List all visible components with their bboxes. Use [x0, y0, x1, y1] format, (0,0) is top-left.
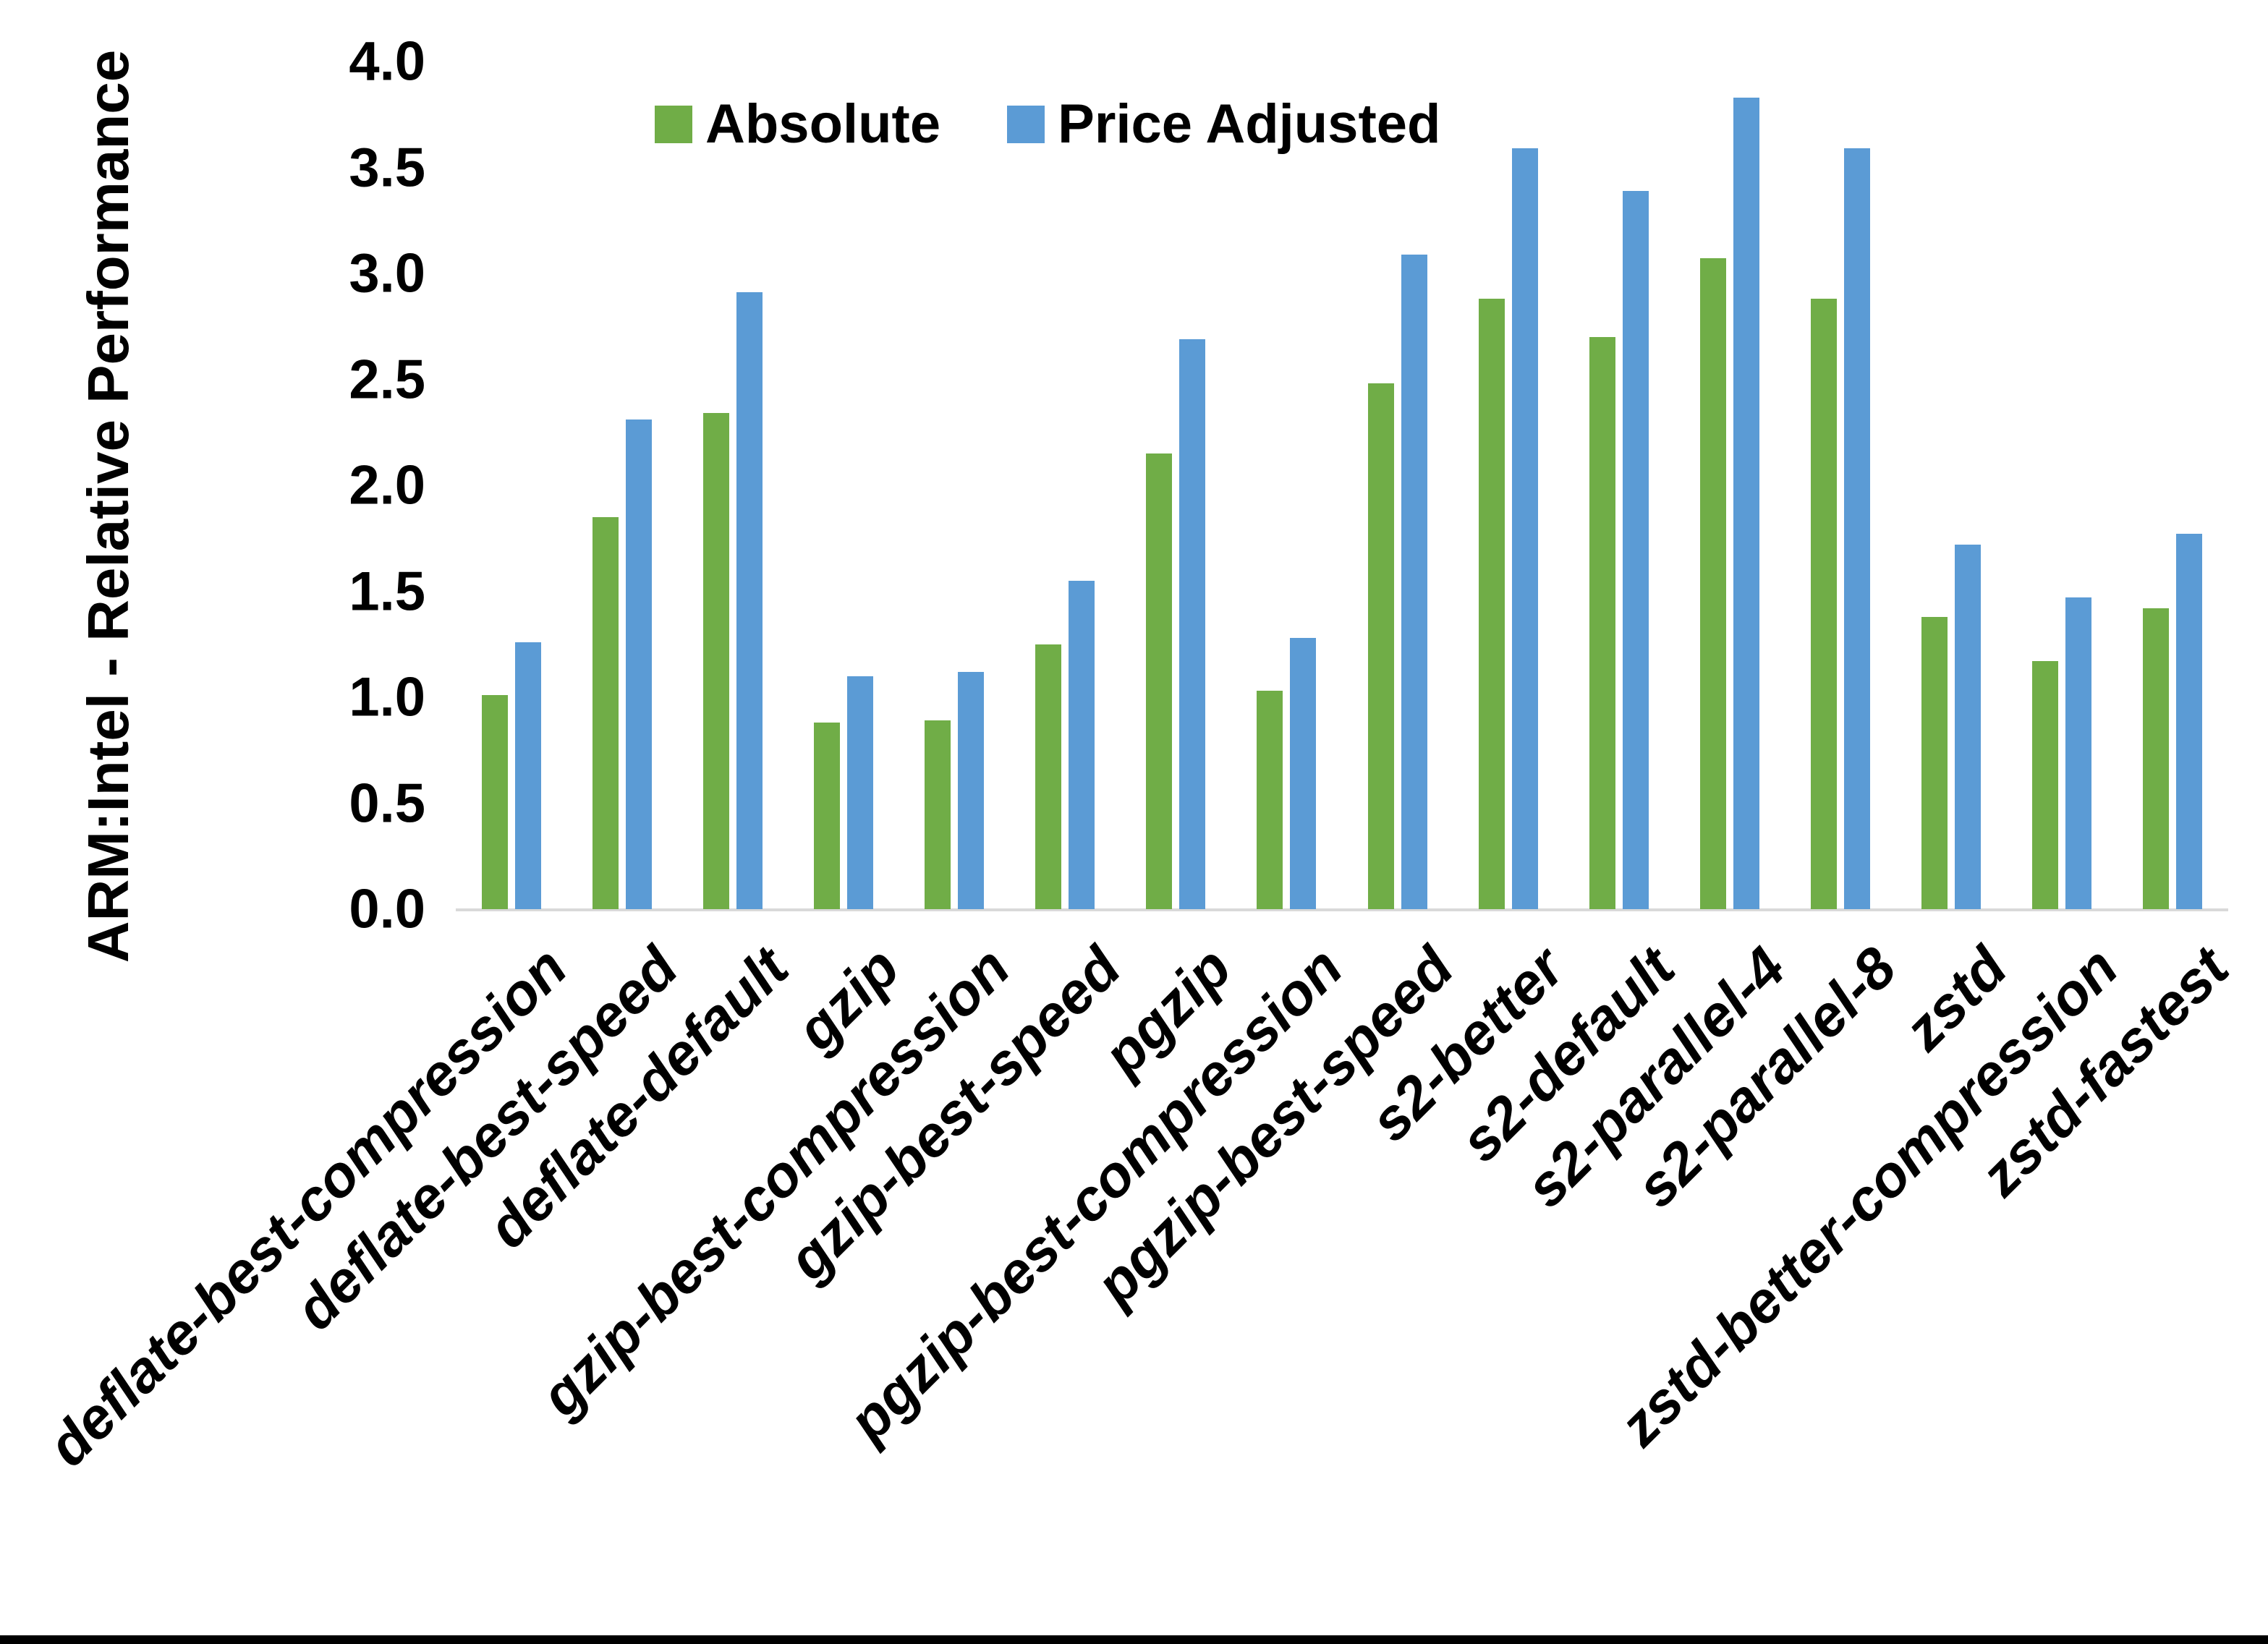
bar-s2-parallel-4-price-adjusted — [1733, 98, 1759, 909]
bar-zstd-fastest-price-adjusted — [2176, 534, 2203, 909]
y-tick-label: 2.5 — [349, 349, 425, 410]
y-tick-label: 4.0 — [349, 30, 425, 93]
bar-pgzip-best-compression-absolute — [1257, 691, 1283, 909]
y-tick-label: 0.5 — [349, 772, 425, 834]
bar-pgzip-best-speed-absolute — [1367, 383, 1394, 909]
bar-s2-default-absolute — [1589, 337, 1615, 909]
bar-deflate-default-price-adjusted — [736, 292, 763, 909]
bar-zstd-absolute — [1921, 617, 1948, 909]
y-tick-label: 1.5 — [349, 561, 425, 622]
legend-swatch-absolute — [655, 105, 692, 143]
legend-item-price-adjusted: Price Adjusted — [1007, 93, 1440, 156]
bar-gzip-absolute — [813, 723, 840, 909]
bar-zstd-better-compression-price-adjusted — [2065, 597, 2092, 909]
bar-zstd-fastest-absolute — [2143, 608, 2170, 909]
y-axis-title: ARM:Intel - Relative Performance — [76, 49, 140, 963]
bar-s2-better-absolute — [1478, 299, 1505, 909]
y-tick-label: 2.0 — [349, 454, 425, 516]
bar-s2-better-price-adjusted — [1511, 148, 1538, 909]
bottom-border-strip — [0, 1635, 2268, 1644]
legend-swatch-price-adjusted — [1007, 105, 1045, 143]
bar-gzip-best-speed-price-adjusted — [1069, 581, 1095, 909]
y-tick-label: 0.0 — [349, 878, 425, 940]
legend-label-price-adjusted: Price Adjusted — [1058, 93, 1441, 155]
bar-pgzip-absolute — [1146, 453, 1173, 909]
bar-s2-parallel-8-absolute — [1811, 299, 1838, 909]
bar-gzip-price-adjusted — [846, 676, 873, 909]
legend-item-absolute: Absolute — [655, 93, 940, 156]
bar-pgzip-best-compression-price-adjusted — [1290, 638, 1317, 909]
bar-gzip-best-speed-absolute — [1035, 644, 1062, 909]
y-tick-label: 3.0 — [349, 242, 425, 304]
bar-s2-parallel-4-absolute — [1699, 258, 1726, 909]
bar-deflate-best-speed-price-adjusted — [625, 419, 652, 909]
x-axis-line — [456, 908, 2228, 911]
legend-label-absolute: Absolute — [705, 93, 941, 155]
bar-deflate-best-compression-price-adjusted — [514, 642, 541, 909]
y-tick-label: 3.5 — [349, 137, 425, 198]
bar-s2-parallel-8-price-adjusted — [1844, 148, 1871, 909]
bar-zstd-better-compression-absolute — [2032, 661, 2059, 909]
bar-s2-default-price-adjusted — [1622, 191, 1649, 909]
y-tick-label: 1.0 — [349, 666, 425, 728]
bar-deflate-default-absolute — [702, 413, 729, 909]
bar-pgzip-best-speed-price-adjusted — [1401, 255, 1427, 909]
legend: Absolute Price Adjusted — [655, 93, 1440, 156]
bar-deflate-best-speed-absolute — [592, 517, 619, 909]
bar-zstd-price-adjusted — [1955, 545, 1982, 909]
bar-gzip-best-compression-price-adjusted — [958, 672, 985, 909]
bar-deflate-best-compression-absolute — [481, 695, 508, 909]
bar-pgzip-price-adjusted — [1179, 339, 1206, 909]
bar-gzip-best-compression-absolute — [925, 720, 951, 909]
